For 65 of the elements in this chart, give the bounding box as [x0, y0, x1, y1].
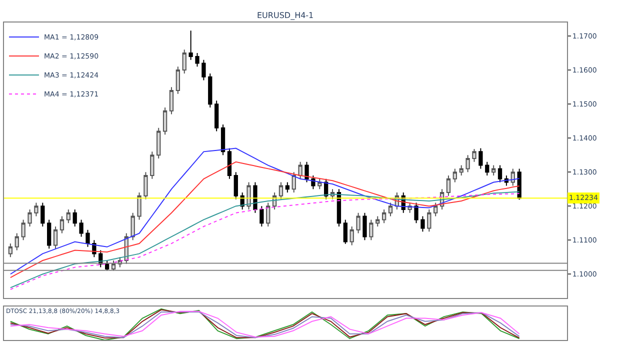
candlestick	[34, 202, 38, 217]
candlestick	[266, 202, 270, 227]
candlestick	[292, 172, 296, 193]
candlestick	[298, 161, 302, 180]
candlestick	[182, 49, 186, 74]
candlestick	[227, 148, 232, 180]
candlestick	[278, 182, 284, 200]
candlestick	[111, 260, 116, 272]
candlestick	[28, 209, 32, 227]
candlestick	[304, 161, 309, 183]
candlestick	[311, 174, 316, 190]
candlestick	[427, 209, 432, 232]
candlestick	[369, 219, 374, 241]
candlestick	[434, 202, 438, 217]
candlestick	[362, 212, 367, 241]
candlestick	[47, 219, 52, 250]
candlestick	[169, 86, 174, 115]
candlestick	[234, 172, 238, 200]
candlestick	[188, 30, 193, 60]
candlestick	[466, 154, 470, 173]
candlestick	[356, 212, 360, 234]
candlestick	[53, 226, 58, 250]
candlestick	[343, 219, 348, 244]
candlestick	[420, 216, 425, 232]
candlestick	[350, 226, 354, 246]
candlestick	[478, 148, 483, 170]
candlestick	[86, 229, 90, 248]
candlestick	[72, 209, 77, 227]
candlestick	[144, 172, 148, 200]
candlestick	[388, 202, 393, 217]
candlestick	[253, 182, 258, 214]
candlestick	[40, 202, 45, 227]
candlestick	[446, 174, 451, 196]
candlestick	[491, 164, 496, 176]
candlestick	[130, 212, 135, 241]
candlestick	[376, 216, 380, 227]
candlestick	[382, 209, 386, 224]
candlestick	[202, 59, 206, 81]
candlestick	[318, 178, 322, 190]
candlestick	[260, 206, 264, 227]
chart-title: EURUSD_H4-1	[257, 11, 314, 20]
candlestick	[14, 232, 19, 251]
candlestick	[66, 209, 70, 224]
candlestick	[150, 151, 154, 180]
candlestick	[162, 106, 168, 136]
candlestick	[485, 161, 490, 176]
candlestick	[214, 100, 219, 132]
candlestick	[285, 182, 290, 193]
candlestick	[195, 52, 200, 68]
candlestick	[498, 164, 502, 183]
candlestick	[510, 168, 515, 186]
candlestick	[208, 72, 212, 108]
candlestick	[220, 124, 226, 156]
candlestick	[459, 164, 464, 176]
candlestick	[472, 148, 476, 162]
candlestick	[246, 182, 251, 210]
candlestick	[21, 219, 26, 241]
candlestick	[8, 243, 13, 258]
candlestick	[414, 202, 418, 224]
candlestick	[79, 219, 84, 238]
candlestick	[60, 216, 64, 234]
candlestick	[176, 66, 180, 94]
candlestick	[137, 192, 142, 220]
candlestick	[156, 127, 161, 159]
candlestick	[452, 168, 457, 183]
